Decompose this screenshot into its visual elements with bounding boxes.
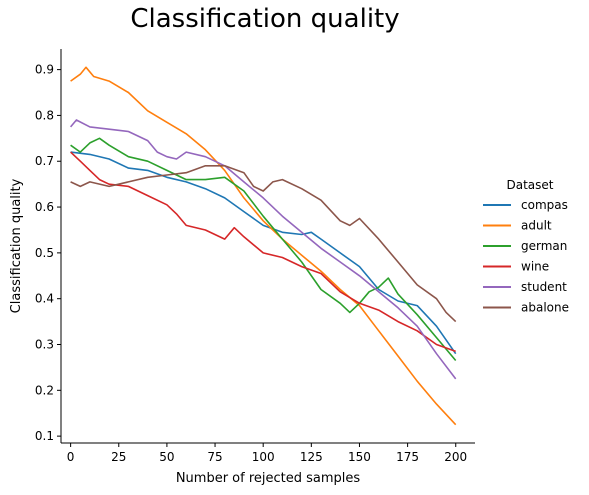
y-tick-label: 0.9	[35, 63, 54, 77]
x-tick-label: 50	[159, 450, 174, 464]
series-line-adult	[70, 66, 457, 426]
x-tick-label: 200	[444, 450, 467, 464]
series-lines	[69, 66, 457, 426]
legend-label-abalone: abalone	[521, 301, 569, 315]
x-axis-label: Number of rejected samples	[176, 471, 361, 486]
y-tick-label: 0.4	[35, 292, 54, 306]
y-axis-label: Classification quality	[9, 178, 24, 313]
chart-title: Classification quality	[130, 4, 400, 34]
series-line-abalone	[70, 165, 457, 323]
x-tick-label: 100	[252, 450, 275, 464]
x-tick-label: 175	[396, 450, 419, 464]
y-tick-label: 0.7	[35, 154, 54, 168]
series-line-student	[69, 119, 457, 380]
x-tick-label: 125	[300, 450, 323, 464]
x-tick-label: 0	[67, 450, 75, 464]
legend-label-adult: adult	[521, 219, 552, 233]
y-tick-label: 0.6	[35, 200, 54, 214]
legend: Dataset compas adult german wine student abalo…	[483, 178, 569, 315]
y-tick-label: 0.3	[35, 338, 54, 352]
legend-label-student: student	[521, 280, 567, 294]
y-tick-label: 0.2	[35, 383, 54, 397]
series-line-wine	[70, 151, 456, 353]
axes: 0 25 50 75 100 125 150 175 200 0.1 0.2 0.3 0.4 0.5 0.6…	[35, 49, 475, 464]
y-tick-label: 0.8	[35, 108, 54, 122]
x-tick-label: 75	[207, 450, 222, 464]
series-line-german	[70, 137, 457, 362]
legend-title: Dataset	[507, 178, 554, 192]
legend-label-german: german	[521, 239, 567, 253]
y-tick-label: 0.5	[35, 246, 54, 260]
x-tick-label: 25	[111, 450, 126, 464]
y-tick-label: 0.1	[35, 429, 54, 443]
x-tick-label: 150	[348, 450, 371, 464]
legend-label-compas: compas	[521, 198, 568, 212]
legend-label-wine: wine	[521, 260, 549, 274]
